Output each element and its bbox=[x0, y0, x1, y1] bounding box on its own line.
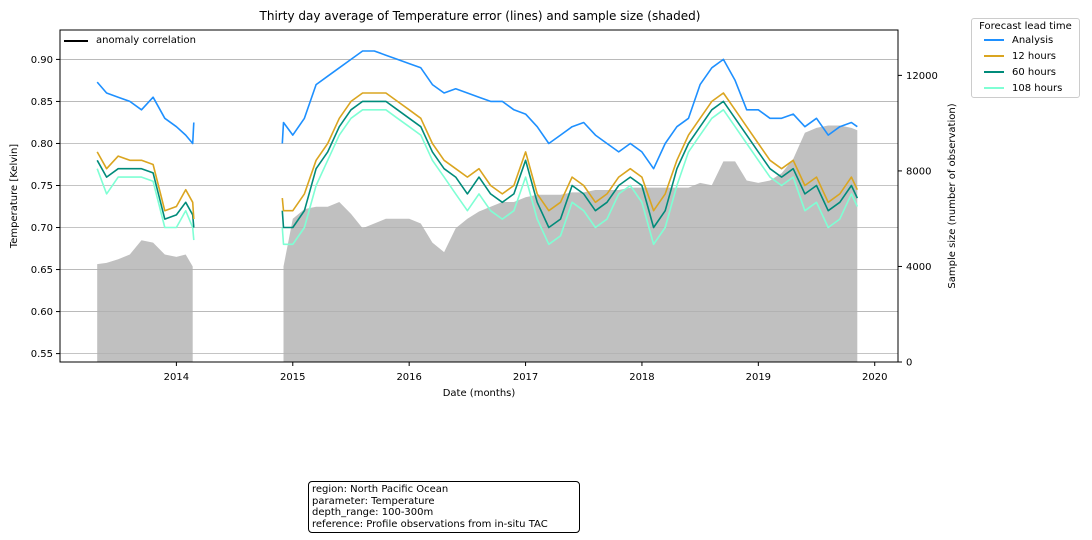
legend-label-analysis: Analysis bbox=[1012, 34, 1054, 46]
y2-tick-label-0: 0 bbox=[906, 358, 912, 369]
legend-title: Forecast lead time bbox=[979, 21, 1072, 32]
correlation-legend-label: anomaly correlation bbox=[96, 35, 196, 46]
y-axis-label: Temperature [Kelvin] bbox=[9, 144, 20, 249]
legend-label-12h: 12 hours bbox=[1012, 50, 1057, 62]
y-tick-label-0.70: 0.70 bbox=[31, 223, 53, 234]
y-tick-label-0.85: 0.85 bbox=[31, 97, 53, 108]
series-line-4 bbox=[96, 109, 859, 246]
y2-tick-label-4000: 4000 bbox=[906, 262, 931, 273]
info-region: region: North Pacific Ocean bbox=[312, 484, 449, 495]
y2-axis-label: Sample size (number of observation) bbox=[947, 103, 958, 288]
legend-label-108h: 108 hours bbox=[1012, 82, 1063, 94]
legend-item-12h: 12 hours bbox=[984, 48, 1079, 64]
legend-swatch-12h bbox=[984, 55, 1004, 57]
y-tick-label-0.80: 0.80 bbox=[31, 139, 53, 150]
info-reference: reference: Profile observations from in-… bbox=[312, 518, 548, 530]
metadata-box: region: North Pacific Ocean parameter: Te… bbox=[308, 481, 580, 533]
lead-time-legend: Forecast lead time Analysis 12 hours 60 … bbox=[971, 18, 1080, 98]
plot-frame bbox=[59, 29, 899, 363]
info-parameter: parameter: Temperature bbox=[312, 495, 435, 507]
y-tick-label-0.90: 0.90 bbox=[31, 55, 53, 66]
correlation-legend: anomaly correlation bbox=[64, 35, 196, 46]
x-tick-label-2014: 2014 bbox=[164, 372, 189, 383]
legend-swatch-60h bbox=[984, 71, 1004, 73]
y-tick-label-0.55: 0.55 bbox=[31, 349, 53, 360]
x-tick-label-2016: 2016 bbox=[396, 372, 421, 383]
y-tick-label-0.60: 0.60 bbox=[31, 307, 53, 318]
info-depth-range: depth_range: 100-300m bbox=[312, 507, 434, 518]
x-tick-label-2020: 2020 bbox=[862, 372, 887, 383]
x-tick-label-2015: 2015 bbox=[280, 372, 305, 383]
sample-size-area-2 bbox=[283, 125, 858, 362]
legend-swatch-analysis bbox=[984, 39, 1004, 41]
x-tick-label-2018: 2018 bbox=[629, 372, 654, 383]
chart-title: Thirty day average of Temperature error … bbox=[259, 9, 701, 23]
y2-tick-label-12000: 12000 bbox=[906, 71, 938, 82]
legend-item-60h: 60 hours bbox=[984, 64, 1079, 80]
legend-item-analysis: Analysis bbox=[984, 32, 1079, 48]
x-axis-label: Date (months) bbox=[443, 388, 516, 399]
sample-size-area-1 bbox=[97, 240, 193, 362]
series-line-3 bbox=[96, 100, 859, 229]
legend-label-60h: 60 hours bbox=[1012, 66, 1057, 78]
legend-swatch-108h bbox=[984, 87, 1004, 89]
x-tick-label-2017: 2017 bbox=[513, 372, 538, 383]
series-line-1 bbox=[96, 50, 858, 170]
series-line-2 bbox=[96, 92, 859, 220]
x-tick-label-2019: 2019 bbox=[746, 372, 771, 383]
y-tick-label-0.65: 0.65 bbox=[31, 265, 53, 276]
correlation-legend-swatch bbox=[64, 39, 88, 42]
y2-tick-label-8000: 8000 bbox=[906, 166, 931, 177]
y-tick-label-0.75: 0.75 bbox=[31, 181, 53, 192]
legend-item-108h: 108 hours bbox=[984, 80, 1079, 96]
